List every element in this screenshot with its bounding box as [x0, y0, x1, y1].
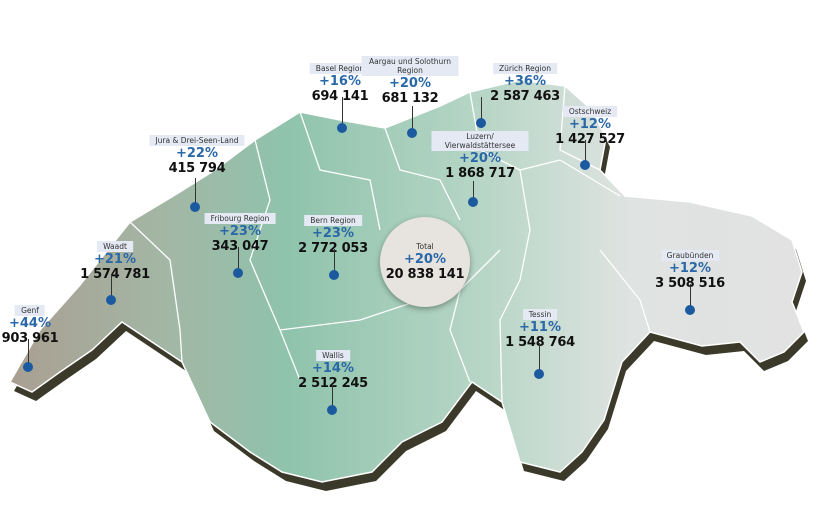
region-pct: +23%: [311, 226, 355, 241]
region-value: 2 587 463: [490, 89, 560, 104]
region-label: Graubünden +12% 3 508 516: [655, 243, 725, 291]
region-value: 3 508 516: [655, 276, 725, 291]
region-value: 1 548 764: [505, 335, 575, 350]
region-value: 1 574 781: [80, 267, 150, 282]
leader-line: [195, 178, 196, 207]
region-marker[interactable]: [685, 305, 695, 315]
region-name: Waadt: [97, 241, 133, 252]
region-marker[interactable]: [337, 123, 347, 133]
region-pct: +21%: [93, 252, 137, 267]
region-border: [449, 249, 501, 383]
region-marker[interactable]: [106, 295, 116, 305]
region-name: Zürich Region: [492, 63, 557, 74]
region-marker[interactable]: [233, 268, 243, 278]
region-name: Bern Region: [304, 215, 362, 226]
region-label: Jura & Drei-Seen-Land +22% 415 794: [149, 128, 245, 176]
leader-line: [332, 384, 333, 410]
region-label: Luzern/ Vierwaldstättersee +20% 1 868 717: [431, 131, 529, 181]
total-bubble: Total +20% 20 838 141: [380, 217, 470, 307]
region-border: [599, 249, 651, 333]
region-name: Wallis: [316, 350, 350, 361]
region-value: 415 794: [168, 161, 226, 176]
region-label: Bern Region +23% 2 772 053: [298, 208, 368, 256]
region-name: Tessin: [522, 309, 558, 320]
region-label: Tessin +11% 1 548 764: [505, 302, 575, 350]
region-name: Basel Region: [309, 63, 371, 74]
region-border: [559, 159, 621, 197]
region-value: 681 132: [381, 91, 439, 106]
region-name: Luzern/ Vierwaldstättersee: [431, 131, 529, 151]
leader-line: [342, 97, 343, 128]
region-name: Jura & Drei-Seen-Land: [149, 135, 245, 146]
region-marker[interactable]: [327, 405, 337, 415]
region-pct: +20%: [458, 151, 501, 166]
region-marker[interactable]: [190, 202, 200, 212]
total-pct: +20%: [403, 252, 446, 267]
leader-line: [238, 247, 239, 273]
region-marker[interactable]: [476, 118, 486, 128]
region-name: Fribourg Region: [204, 213, 276, 224]
total-label: Total: [416, 242, 434, 251]
region-value: 1 427 527: [555, 132, 625, 147]
region-label: Waadt +21% 1 574 781: [80, 234, 150, 282]
region-marker[interactable]: [23, 362, 33, 372]
region-pct: +22%: [175, 146, 219, 161]
region-pct: +14%: [311, 361, 355, 376]
region-pct: +36%: [503, 74, 547, 89]
region-pct: +23%: [218, 224, 261, 239]
region-border: [499, 169, 531, 403]
region-name: Genf: [15, 305, 45, 316]
region-value: 694 141: [311, 89, 369, 104]
region-value: 2 772 053: [298, 241, 368, 256]
region-label: Genf +44% 903 961: [2, 298, 59, 346]
region-pct: +11%: [518, 320, 562, 335]
region-border: [249, 139, 301, 381]
region-label: Zürich Region +36% 2 587 463: [490, 56, 560, 104]
region-name: Aargau und Solothurn Region: [361, 56, 459, 76]
region-value: 903 961: [1, 331, 59, 346]
region-name: Graubünden: [660, 250, 720, 261]
leader-line: [473, 181, 474, 202]
leader-line: [585, 140, 586, 165]
region-marker[interactable]: [407, 128, 417, 138]
region-label: Ostschweiz +12% 1 427 527: [555, 99, 625, 147]
leader-line: [539, 343, 540, 374]
region-label: Wallis +14% 2 512 245: [298, 343, 368, 391]
region-marker[interactable]: [534, 369, 544, 379]
region-border: [384, 127, 461, 221]
region-value: 2 512 245: [298, 376, 368, 391]
region-border: [129, 221, 183, 363]
leader-line: [28, 339, 29, 367]
region-pct: +20%: [388, 76, 431, 91]
region-value: 1 868 717: [445, 166, 515, 181]
total-value: 20 838 141: [385, 267, 465, 282]
region-border: [469, 91, 561, 171]
region-pct: +16%: [318, 74, 361, 89]
region-pct: +12%: [568, 117, 612, 132]
region-name: Ostschweiz: [562, 106, 618, 117]
leader-line: [111, 275, 112, 300]
region-label: Aargau und Solothurn Region +20% 681 132: [361, 56, 459, 106]
region-pct: +12%: [668, 261, 712, 276]
region-marker[interactable]: [468, 197, 478, 207]
region-marker[interactable]: [580, 160, 590, 170]
region-value: 343 047: [211, 239, 269, 254]
leader-line: [481, 97, 482, 123]
region-marker[interactable]: [329, 270, 339, 280]
leader-line: [412, 106, 413, 133]
region-pct: +44%: [8, 316, 52, 331]
leader-line: [334, 249, 335, 275]
leader-line: [690, 284, 691, 310]
region-label: Basel Region +16% 694 141: [309, 56, 371, 104]
region-border: [299, 111, 381, 231]
region-label: Fribourg Region +23% 343 047: [204, 206, 276, 254]
